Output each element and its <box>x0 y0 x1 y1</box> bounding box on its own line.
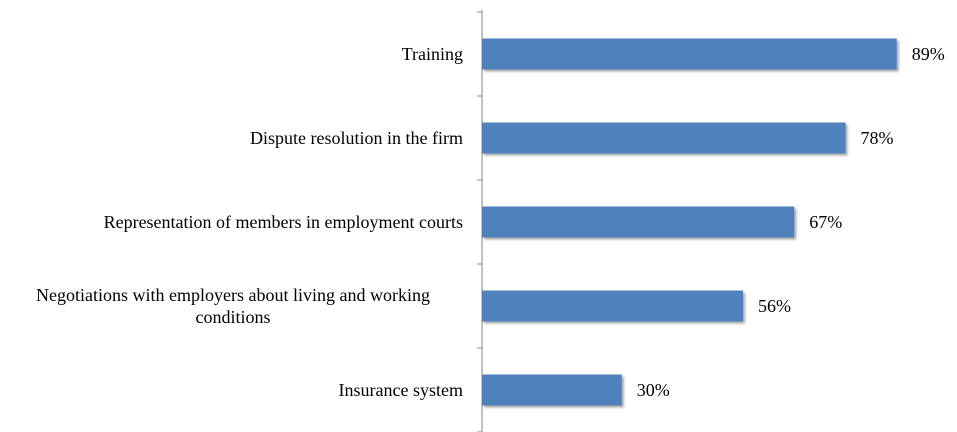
value-label: 89% <box>912 44 945 64</box>
category-label: Training <box>401 44 463 64</box>
category-label: Representation of members in employment … <box>103 212 463 232</box>
bar <box>482 290 743 322</box>
category-label: Dispute resolution in the firm <box>250 128 463 148</box>
value-label: 78% <box>860 128 893 148</box>
category-label: Negotiations with employers about living… <box>36 285 430 327</box>
value-label: 30% <box>637 380 670 400</box>
bar <box>482 374 622 406</box>
bar <box>482 38 897 70</box>
value-label: 56% <box>758 296 791 316</box>
bar <box>482 206 795 238</box>
category-label: Insurance system <box>338 380 463 400</box>
bar <box>482 122 846 154</box>
value-label: 67% <box>809 212 842 232</box>
